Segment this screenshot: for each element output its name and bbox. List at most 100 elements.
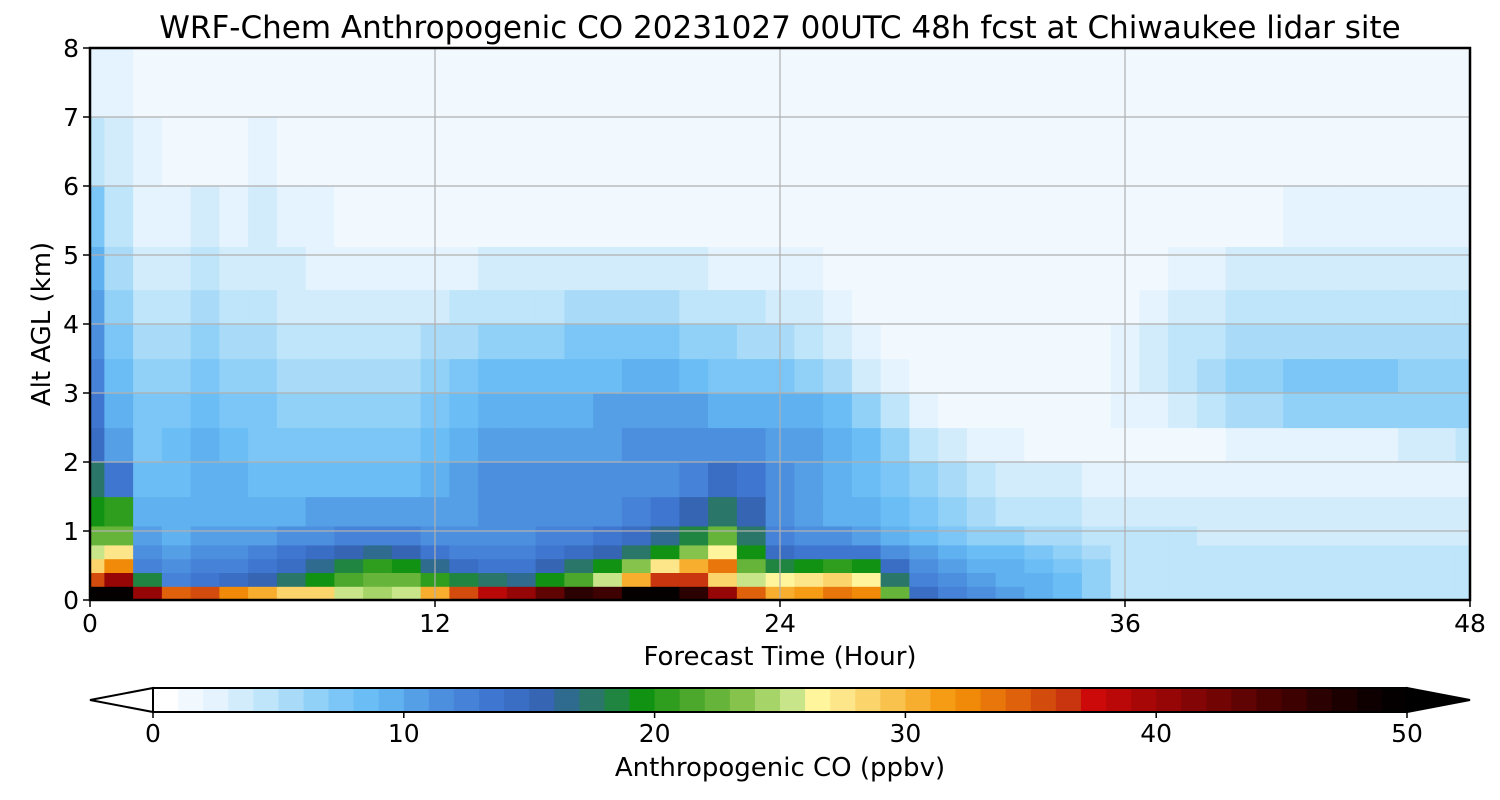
heatmap-cell bbox=[880, 393, 910, 429]
colorbar-max-extend-arrow bbox=[1406, 686, 1471, 714]
heatmap-cell bbox=[219, 289, 249, 325]
heatmap-cell bbox=[880, 544, 910, 560]
heatmap-cell bbox=[248, 289, 278, 325]
heatmap-cell bbox=[995, 48, 1025, 118]
heatmap-cell bbox=[334, 324, 364, 360]
colorbar: 0 10 20 30 40 50 Anthropogenic CO (ppbv) bbox=[89, 686, 1471, 783]
heatmap-cell bbox=[1081, 462, 1112, 498]
heatmap-cell bbox=[248, 358, 278, 394]
heatmap-cell bbox=[794, 462, 824, 498]
heatmap-cell bbox=[219, 48, 249, 118]
heatmap-cell bbox=[938, 186, 968, 247]
heatmap-cell bbox=[1139, 572, 1169, 587]
heatmap-cell bbox=[1139, 324, 1169, 360]
heatmap-cell bbox=[363, 572, 393, 587]
heatmap-cell bbox=[1139, 358, 1169, 394]
heatmap-cell bbox=[1426, 496, 1457, 527]
heatmap-cell bbox=[938, 393, 968, 429]
heatmap-cell bbox=[133, 186, 163, 247]
heatmap-cell bbox=[708, 324, 738, 360]
heatmap-cell bbox=[794, 324, 824, 360]
heatmap-cell bbox=[909, 427, 939, 463]
heatmap-cell bbox=[708, 544, 738, 560]
heatmap-cell bbox=[938, 558, 968, 573]
heatmap-cell bbox=[535, 186, 565, 247]
colorbar-swatch bbox=[1381, 688, 1408, 712]
heatmap-cell bbox=[506, 186, 537, 247]
colorbar-min-extend-arrow bbox=[89, 686, 154, 714]
colorbar-swatch bbox=[253, 688, 279, 712]
heatmap-cell bbox=[1139, 558, 1169, 573]
heatmap-cell bbox=[909, 48, 939, 118]
heatmap-cell bbox=[650, 544, 680, 560]
heatmap-cell bbox=[1053, 462, 1083, 498]
heatmap-cell bbox=[305, 393, 335, 429]
heatmap-cell bbox=[966, 572, 997, 587]
heatmap-cell bbox=[219, 586, 249, 601]
heatmap-cell bbox=[1340, 358, 1370, 394]
heatmap-cell bbox=[1398, 586, 1428, 601]
heatmap-cell bbox=[966, 462, 997, 498]
heatmap-cell bbox=[1426, 572, 1457, 587]
heatmap-cell bbox=[736, 289, 767, 325]
heatmap-cell bbox=[276, 186, 307, 247]
heatmap-cell bbox=[1254, 462, 1284, 498]
heatmap-cell bbox=[1081, 496, 1112, 527]
heatmap-cell bbox=[449, 186, 479, 247]
colorbar-swatch bbox=[905, 688, 931, 712]
heatmap-cell bbox=[995, 462, 1025, 498]
heatmap-cell bbox=[995, 572, 1025, 587]
heatmap-cell bbox=[104, 48, 134, 118]
heatmap-cell bbox=[248, 525, 278, 546]
heatmap-cell bbox=[564, 117, 594, 187]
heatmap-cell bbox=[334, 572, 364, 587]
heatmap-cell bbox=[564, 427, 594, 463]
heatmap-cell bbox=[276, 48, 307, 118]
heatmap-cell bbox=[363, 427, 393, 463]
heatmap-cell bbox=[535, 48, 565, 118]
heatmap-cell bbox=[535, 427, 565, 463]
heatmap-cell bbox=[650, 525, 680, 546]
heatmap-cell bbox=[564, 544, 594, 560]
heatmap-cell bbox=[449, 572, 479, 587]
heatmap-cell bbox=[1254, 572, 1284, 587]
heatmap-cell bbox=[593, 525, 623, 546]
heatmap-cell bbox=[1426, 117, 1457, 187]
heatmap-cell bbox=[363, 462, 393, 498]
heatmap-cell bbox=[1053, 496, 1083, 527]
colorbar-swatch bbox=[955, 688, 982, 712]
heatmap-cell bbox=[133, 462, 163, 498]
heatmap-cell bbox=[1398, 358, 1428, 394]
heatmap-cell bbox=[161, 572, 192, 587]
heatmap-cell bbox=[1311, 324, 1342, 360]
heatmap-cell bbox=[1196, 186, 1227, 247]
heatmap-cell bbox=[650, 289, 680, 325]
heatmap-cell bbox=[1283, 289, 1313, 325]
heatmap-cell bbox=[1398, 246, 1428, 291]
heatmap-cell bbox=[133, 289, 163, 325]
heatmap-cell bbox=[478, 289, 508, 325]
heatmap-cell bbox=[823, 186, 853, 247]
heatmap-cell bbox=[708, 525, 738, 546]
heatmap-cell bbox=[1168, 289, 1198, 325]
heatmap-cell bbox=[1283, 586, 1313, 601]
heatmap-cell bbox=[276, 462, 307, 498]
heatmap-cell bbox=[851, 48, 882, 118]
heatmap-cell bbox=[736, 586, 767, 601]
heatmap-cell bbox=[1340, 462, 1370, 498]
heatmap-cell bbox=[1024, 358, 1054, 394]
colorbar-swatch bbox=[1256, 688, 1283, 712]
heatmap-cell bbox=[1081, 572, 1112, 587]
heatmap-cell bbox=[363, 324, 393, 360]
heatmap-cell bbox=[1398, 572, 1428, 587]
x-axis: 0 12 24 36 48 bbox=[82, 600, 1486, 638]
colorbar-swatch bbox=[1331, 688, 1358, 712]
heatmap-cell bbox=[851, 496, 882, 527]
heatmap-cell bbox=[190, 427, 220, 463]
heatmap-cell bbox=[1398, 462, 1428, 498]
heatmap-cell bbox=[161, 117, 192, 187]
heatmap-cell bbox=[248, 117, 278, 187]
heatmap-cell bbox=[909, 586, 939, 601]
heatmap-cell bbox=[248, 544, 278, 560]
y-axis-label: Alt AGL (km) bbox=[27, 242, 57, 406]
